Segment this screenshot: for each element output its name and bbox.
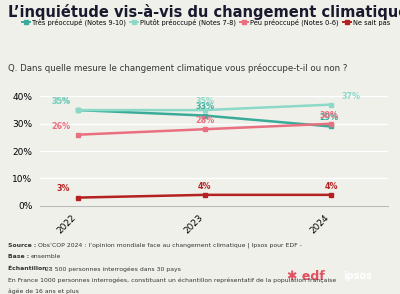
Text: 33%: 33% bbox=[195, 102, 214, 111]
Text: 35%: 35% bbox=[195, 97, 214, 106]
Text: 23 500 personnes interrogées dans 30 pays: 23 500 personnes interrogées dans 30 pay… bbox=[45, 266, 181, 272]
Text: 37%: 37% bbox=[341, 91, 360, 101]
Text: 28%: 28% bbox=[195, 116, 214, 125]
Text: ensemble: ensemble bbox=[31, 254, 61, 259]
Text: 35%: 35% bbox=[51, 97, 70, 106]
Text: L’inquiétude vis-à-vis du changement climatique: L’inquiétude vis-à-vis du changement cli… bbox=[8, 4, 400, 20]
Text: 29%: 29% bbox=[320, 113, 339, 122]
Text: âgée de 16 ans et plus: âgée de 16 ans et plus bbox=[8, 288, 79, 294]
Text: Échantillon :: Échantillon : bbox=[8, 266, 51, 271]
Text: Source :: Source : bbox=[8, 243, 36, 248]
Text: 4%: 4% bbox=[198, 182, 211, 191]
Text: Q. Dans quelle mesure le changement climatique vous préoccupe-t-il ou non ?: Q. Dans quelle mesure le changement clim… bbox=[8, 63, 347, 73]
Text: En France 1000 personnes interrogées, constituant un échantillon représentatif d: En France 1000 personnes interrogées, co… bbox=[8, 277, 336, 283]
Legend: Très préoccupé (Notes 9-10), Plutôt préoccupé (Notes 7-8), Peu préoccupé (Notes : Très préoccupé (Notes 9-10), Plutôt préo… bbox=[22, 19, 390, 26]
Text: 3%: 3% bbox=[57, 185, 70, 193]
Text: 4%: 4% bbox=[325, 182, 339, 191]
Text: Obs’COP 2024 : l’opinion mondiale face au changement climatique | Ipsos pour EDF: Obs’COP 2024 : l’opinion mondiale face a… bbox=[38, 243, 302, 248]
Text: ✱ edf: ✱ edf bbox=[287, 270, 325, 283]
Text: 30%: 30% bbox=[320, 111, 339, 120]
Text: 26%: 26% bbox=[51, 122, 70, 131]
Text: 35%: 35% bbox=[51, 97, 70, 106]
Text: Base :: Base : bbox=[8, 254, 29, 259]
Text: ipsos: ipsos bbox=[344, 271, 372, 281]
